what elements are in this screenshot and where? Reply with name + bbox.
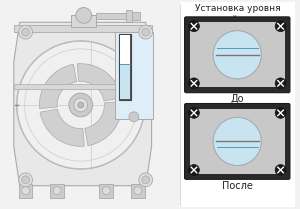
FancyBboxPatch shape [50, 184, 64, 198]
Circle shape [275, 78, 286, 89]
Circle shape [139, 173, 153, 187]
Circle shape [188, 78, 200, 89]
FancyBboxPatch shape [14, 84, 152, 89]
Circle shape [78, 102, 84, 108]
Circle shape [19, 25, 32, 39]
Circle shape [213, 31, 261, 79]
FancyBboxPatch shape [132, 13, 140, 20]
Circle shape [74, 98, 88, 112]
FancyBboxPatch shape [120, 35, 130, 99]
FancyBboxPatch shape [71, 15, 97, 27]
Wedge shape [85, 101, 122, 146]
FancyBboxPatch shape [184, 17, 290, 93]
FancyBboxPatch shape [14, 25, 152, 32]
Wedge shape [77, 64, 122, 101]
Circle shape [22, 187, 29, 195]
Wedge shape [39, 64, 76, 109]
Circle shape [188, 21, 200, 32]
Circle shape [188, 164, 200, 175]
FancyBboxPatch shape [190, 109, 284, 174]
FancyBboxPatch shape [184, 103, 290, 179]
Circle shape [76, 8, 92, 23]
Circle shape [22, 176, 29, 184]
Circle shape [213, 117, 261, 166]
Circle shape [275, 107, 286, 118]
Circle shape [134, 187, 142, 195]
Text: Установка уровня
затворной жидкости: Установка уровня затворной жидкости [188, 4, 288, 24]
FancyBboxPatch shape [126, 10, 132, 22]
Circle shape [142, 176, 150, 184]
FancyBboxPatch shape [19, 184, 32, 198]
Circle shape [129, 112, 139, 122]
Polygon shape [213, 31, 261, 79]
FancyBboxPatch shape [180, 2, 295, 207]
Circle shape [142, 28, 150, 36]
Circle shape [17, 41, 145, 169]
FancyBboxPatch shape [99, 184, 113, 198]
Circle shape [275, 21, 286, 32]
Circle shape [19, 173, 32, 187]
Circle shape [102, 187, 110, 195]
Wedge shape [40, 109, 84, 146]
FancyBboxPatch shape [131, 184, 145, 198]
Polygon shape [213, 117, 261, 165]
Circle shape [139, 25, 153, 39]
FancyBboxPatch shape [115, 32, 153, 119]
Circle shape [275, 164, 286, 175]
Text: До: До [230, 94, 244, 104]
Polygon shape [14, 22, 152, 186]
FancyBboxPatch shape [97, 13, 126, 19]
Circle shape [22, 28, 29, 36]
Text: После: После [222, 181, 253, 191]
Circle shape [69, 93, 92, 117]
FancyBboxPatch shape [119, 34, 131, 100]
FancyBboxPatch shape [190, 22, 284, 87]
Circle shape [53, 187, 61, 195]
Circle shape [188, 107, 200, 118]
FancyBboxPatch shape [120, 64, 130, 99]
